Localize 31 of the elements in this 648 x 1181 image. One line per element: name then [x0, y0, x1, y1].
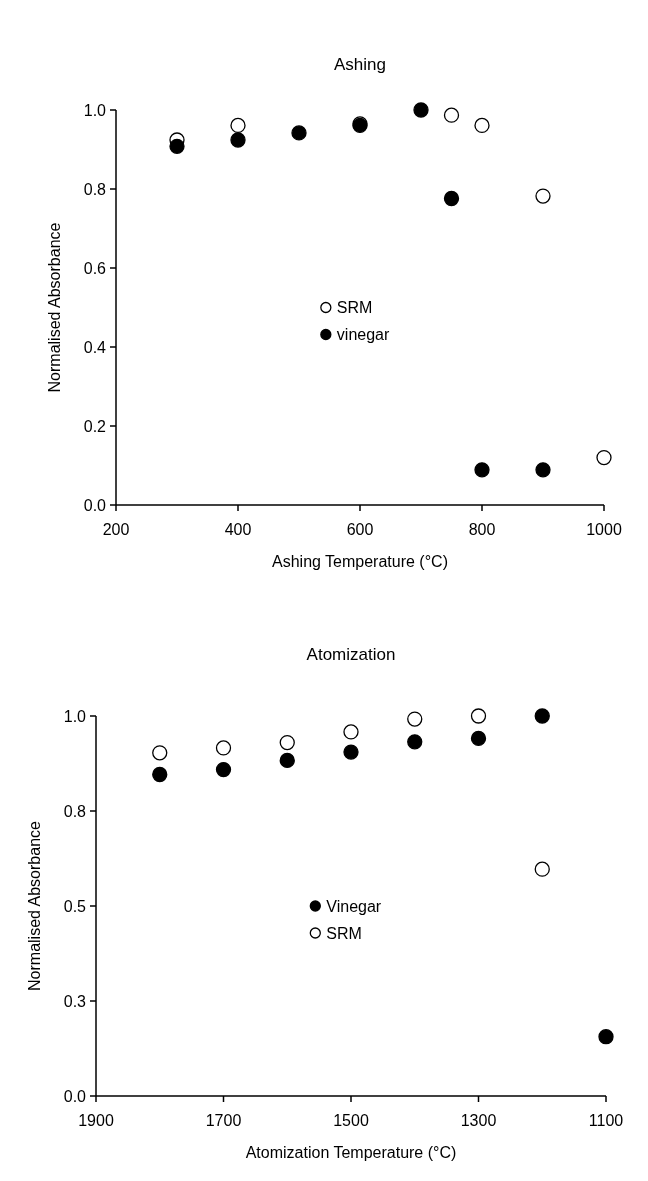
- x-tick-label: 1900: [78, 1112, 114, 1129]
- x-tick-label: 1300: [460, 1112, 497, 1129]
- y-axis-title: Normalised Absorbance: [26, 820, 43, 991]
- x-tick-label: 400: [224, 521, 252, 538]
- legend-label: SRM: [336, 299, 373, 317]
- y-tick-label: 0.5: [63, 897, 87, 915]
- legend-label: Vinegar: [326, 897, 382, 915]
- y-tick-label: 1.0: [63, 707, 87, 725]
- y-tick-label: 0.8: [63, 802, 87, 820]
- x-axis-title: Ashing Temperature (°C): [272, 553, 448, 570]
- y-tick-label: 0.6: [83, 259, 107, 277]
- y-tick-label: 0.4: [83, 338, 107, 356]
- legend-label: vinegar: [336, 326, 390, 344]
- x-tick-label: 1700: [205, 1112, 242, 1129]
- x-axis-title: Atomization Temperature (°C): [245, 1144, 457, 1161]
- x-tick-label: 1500: [333, 1112, 369, 1129]
- y-axis-title: Normalised Absorbance: [46, 222, 63, 393]
- x-tick-label: 200: [102, 521, 130, 538]
- y-tick-label: 0.2: [83, 417, 107, 435]
- legend-label: SRM: [326, 924, 362, 942]
- x-tick-label: 1100: [588, 1112, 624, 1129]
- chart-title: Atomization: [306, 645, 396, 664]
- x-tick-label: 1000: [586, 521, 622, 538]
- y-tick-label: 1.0: [83, 101, 107, 119]
- chart-title: Ashing: [334, 55, 386, 74]
- y-tick-label: 0.8: [83, 180, 107, 198]
- x-tick-label: 800: [468, 521, 496, 538]
- y-tick-label: 0.0: [83, 496, 107, 514]
- y-tick-label: 0.3: [63, 992, 87, 1010]
- y-tick-label: 0.0: [63, 1087, 87, 1105]
- x-tick-label: 600: [346, 521, 374, 538]
